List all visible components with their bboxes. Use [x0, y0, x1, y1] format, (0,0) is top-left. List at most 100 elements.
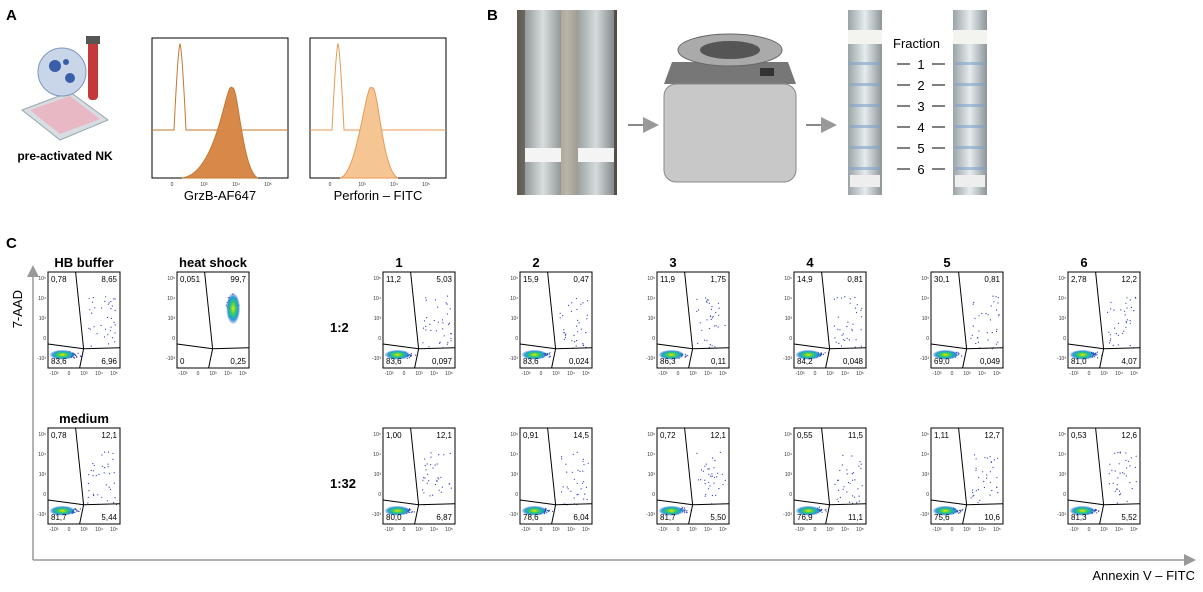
quadrant-value: 8,65	[101, 275, 117, 284]
event-dot	[580, 488, 582, 490]
event-dot	[993, 459, 996, 461]
event-dot	[434, 483, 436, 486]
event-dot	[90, 469, 92, 471]
event-dot	[1119, 493, 1122, 495]
event-dot	[430, 464, 432, 466]
event-dot	[684, 512, 686, 514]
event-dot	[437, 477, 439, 479]
event-dot	[111, 305, 113, 307]
panel-label: B	[487, 7, 498, 24]
event-dot	[92, 297, 94, 299]
x-tick-label: 10⁵	[993, 371, 1001, 377]
event-dot	[73, 357, 76, 359]
event-dot	[712, 315, 714, 318]
fraction-number: 3	[917, 99, 924, 114]
event-dot	[704, 483, 706, 485]
event-dot	[856, 501, 858, 503]
event-dot	[1131, 488, 1133, 490]
event-density	[1069, 505, 1096, 516]
event-dot	[104, 451, 106, 453]
event-dot	[1112, 344, 1114, 347]
y-tick-label: -10³	[783, 356, 792, 362]
y-tick-label: -10³	[920, 356, 929, 362]
event-dot	[718, 488, 720, 490]
event-dot	[101, 454, 103, 456]
fraction-number: 1	[917, 57, 924, 72]
quadrant-value: 11,2	[386, 275, 402, 284]
quadrant-value: 0,051	[180, 275, 201, 284]
event-dot	[548, 356, 550, 358]
event-dot	[438, 489, 440, 491]
event-dot	[1126, 319, 1128, 321]
event-density	[521, 349, 548, 360]
event-dot	[821, 511, 823, 513]
y-tick-label: 10³	[1059, 472, 1067, 478]
event-density	[658, 349, 685, 360]
event-dot	[714, 459, 716, 462]
fraction-band	[850, 125, 880, 128]
event-dot	[701, 329, 703, 331]
event-dot	[1109, 463, 1111, 465]
event-dot	[428, 480, 430, 482]
flow-plot: 15,9 0,47 83,6 0,024 10⁵ 10⁴ 10³ 0 -10³ -10³ 0 10³ 1…	[509, 271, 593, 377]
quadrant-value: 12,2	[1121, 275, 1137, 284]
event-dot	[1135, 455, 1137, 457]
event-dot	[586, 318, 588, 320]
x-tick-label: 10⁵	[264, 182, 272, 188]
quadrant-value: 14,5	[573, 431, 589, 440]
event-dot	[840, 345, 843, 347]
flow-plot: 0,55 11,5 76,9 11,1 10⁵ 10⁴ 10³ 0 -10³ -10³ 0 10³ 10…	[783, 427, 867, 533]
event-dot	[442, 322, 444, 324]
y-tick-label: 10³	[168, 316, 176, 322]
quadrant-value: 0,049	[980, 357, 1001, 366]
event-dot	[975, 490, 977, 492]
event-dot	[75, 509, 77, 511]
quadrant-value: 0,11	[711, 357, 727, 366]
x-tick-label: 10⁴	[704, 371, 712, 377]
y-tick-label: 10⁴	[510, 452, 518, 458]
quadrant-value: 0,72	[660, 431, 676, 440]
event-dot	[961, 509, 963, 511]
event-dot	[442, 328, 444, 330]
x-tick-label: 10⁴	[567, 527, 575, 533]
event-dot	[704, 495, 706, 497]
fraction-band	[955, 125, 985, 128]
event-dot	[724, 479, 726, 481]
quadrant-value: 86,3	[660, 357, 676, 366]
x-tick-label: 0	[403, 371, 406, 377]
x-tick-label: 10⁴	[224, 371, 232, 377]
event-dot	[1115, 333, 1117, 335]
quadrant-value: 1,00	[386, 431, 402, 440]
event-dot	[429, 323, 431, 325]
event-dot	[837, 328, 839, 330]
event-dot	[434, 464, 436, 466]
event-dot	[851, 473, 854, 475]
x-tick-label: 0	[677, 371, 680, 377]
event-dot	[975, 458, 977, 460]
x-tick-label: -10³	[933, 527, 942, 533]
event-dot	[435, 330, 437, 332]
event-dot	[577, 319, 579, 321]
event-dot	[439, 341, 441, 343]
event-dot	[854, 479, 856, 481]
event-dot	[441, 486, 443, 488]
x-tick-label: 10³	[689, 371, 697, 377]
event-dot	[839, 469, 841, 472]
event-dot	[986, 477, 988, 479]
event-dot	[960, 510, 962, 512]
y-tick-label: 0	[378, 336, 381, 342]
quadrant-value: 12,6	[1121, 431, 1137, 440]
event-dot	[448, 483, 450, 485]
event-dot	[576, 494, 578, 496]
quadrant-value: 0,55	[797, 431, 813, 440]
event-dot	[577, 469, 579, 471]
fraction-band	[850, 167, 880, 170]
event-dot	[708, 327, 711, 330]
x-tick-label: 10³	[1100, 371, 1108, 377]
event-dot	[107, 303, 109, 305]
x-tick-label: 10⁴	[978, 371, 986, 377]
event-dot	[684, 509, 686, 511]
fraction-title: Fraction	[893, 36, 940, 51]
quadrant-value: 83,6	[523, 357, 539, 366]
event-dot	[87, 502, 89, 504]
